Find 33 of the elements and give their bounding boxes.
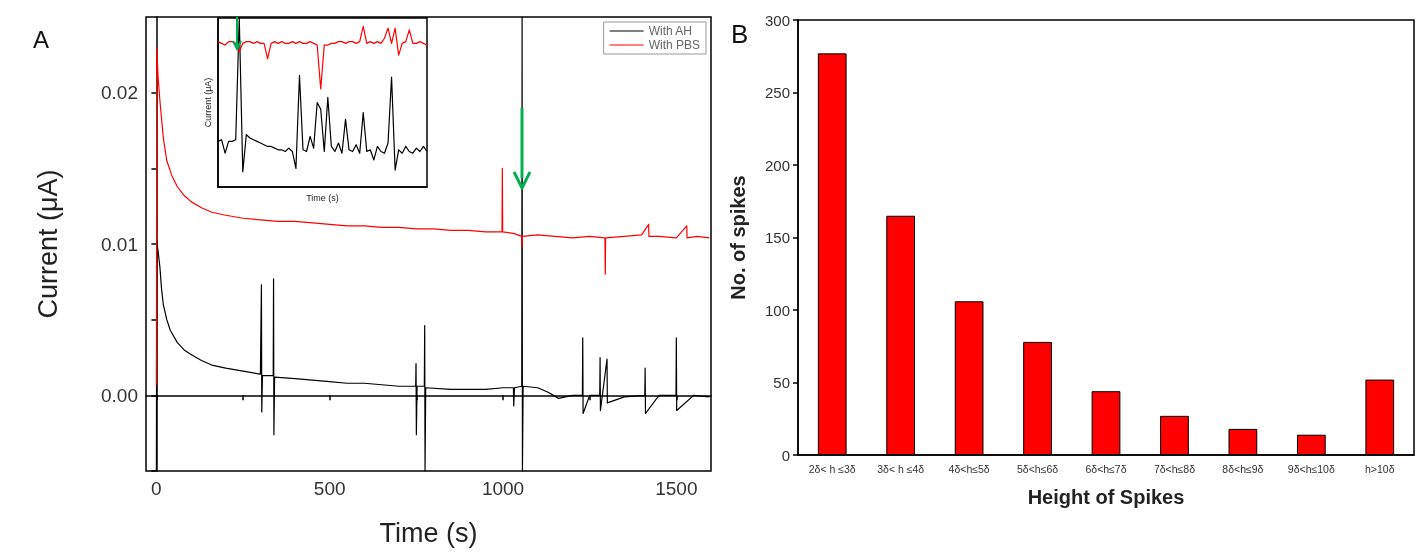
x-axis-title: Time (s) — [379, 517, 478, 548]
y-tick-label: 300 — [764, 11, 790, 29]
legend-label: With PBS — [648, 38, 701, 52]
x-axis-title: Height of Spikes — [1027, 486, 1185, 508]
chart-title: B — [731, 19, 749, 49]
y-tick-label: 0 — [781, 446, 790, 464]
y-axis-title: Current (μA) — [32, 169, 63, 319]
x-axis-title: Time (s) — [306, 192, 339, 203]
x-tick-label: 2δ< h ≤3δ — [808, 462, 856, 475]
x-tick-label: 5δ<h≤6δ — [1017, 462, 1059, 475]
y-tick-label: 250 — [764, 84, 790, 101]
y-axis-title: No. of spikes — [727, 175, 749, 300]
x-tick-label: 6δ<h≤7δ — [1085, 462, 1127, 475]
y-tick-label: 100 — [764, 301, 790, 319]
x-tick-label: 1500 — [655, 478, 698, 499]
y-tick-label: 0.01 — [101, 233, 138, 255]
x-tick-label: 500 — [313, 478, 346, 499]
x-tick-label: h>10δ — [1365, 462, 1395, 475]
chart-title: A — [33, 25, 50, 53]
x-tick-label: 3δ< h ≤4δ — [877, 462, 925, 475]
x-tick-label: 7δ<h≤8δ — [1153, 462, 1196, 475]
y-tick-label: 200 — [764, 156, 790, 174]
y-tick-label: 150 — [764, 229, 790, 246]
y-tick-label: 0.00 — [101, 384, 138, 406]
x-tick-label: 1000 — [481, 478, 525, 499]
x-tick-label: 0 — [151, 478, 162, 499]
y-axis-title: Current (μA) — [202, 77, 213, 128]
x-tick-label: 8δ<h≤9δ — [1222, 462, 1264, 475]
x-tick-label: 9δ<h≤10δ — [1287, 462, 1335, 475]
legend-label: With AH — [648, 24, 692, 38]
x-tick-label: 4δ<h≤5δ — [948, 462, 990, 475]
y-tick-label: 50 — [773, 374, 790, 391]
y-tick-label: 0.02 — [101, 82, 138, 104]
